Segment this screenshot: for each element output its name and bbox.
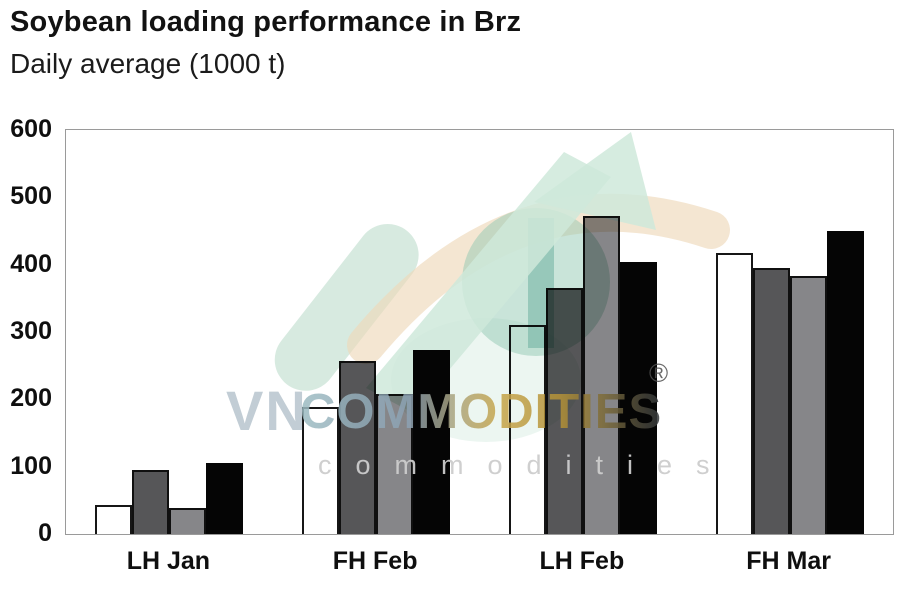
y-tick-label: 100 (10, 451, 52, 480)
black-bar-fh-mar (826, 231, 864, 534)
black-bar-fh-feb (413, 350, 451, 534)
black-bar-lh-feb (619, 262, 657, 534)
dark-gray-bar-lh-feb (545, 288, 583, 534)
medium-gray-bar-lh-feb (582, 216, 620, 534)
x-tick-label: FH Feb (332, 547, 418, 575)
plot-area: VN COMMODITIES ® commodities (65, 129, 894, 535)
chart-subtitle: Daily average (1000 t) (10, 48, 286, 79)
white-bar-fh-mar (715, 253, 753, 534)
x-tick-label: LH Jan (126, 547, 211, 575)
y-tick-label: 300 (10, 317, 52, 345)
y-tick-label: 0 (38, 519, 52, 547)
white-bar-lh-feb (508, 325, 546, 534)
dark-gray-bar-fh-feb (339, 361, 377, 534)
medium-gray-bar-lh-jan (169, 508, 207, 534)
black-bar-lh-jan (206, 463, 244, 534)
y-axis-labels: 0 100 200 300 400 500 600 (0, 115, 56, 547)
x-tick-label: FH Mar (746, 547, 831, 575)
x-axis-labels: LH Jan FH Feb LH Feb FH Mar (65, 547, 892, 581)
y-tick-label: 400 (10, 249, 52, 278)
y-tick-label: 500 (10, 182, 52, 211)
y-tick-label: 200 (10, 384, 52, 413)
y-tick-label: 600 (10, 115, 52, 143)
dark-gray-bar-fh-mar (752, 268, 790, 534)
dark-gray-bar-lh-jan (132, 470, 170, 534)
x-tick-label: LH Feb (539, 547, 625, 575)
watermark-brand-prefix: VN (226, 379, 308, 442)
chart-title: Soybean loading performance in Brz (10, 6, 522, 38)
white-bar-lh-jan (95, 505, 133, 534)
medium-gray-bar-fh-mar (789, 276, 827, 534)
medium-gray-bar-fh-feb (376, 394, 414, 534)
white-bar-fh-feb (302, 407, 340, 534)
